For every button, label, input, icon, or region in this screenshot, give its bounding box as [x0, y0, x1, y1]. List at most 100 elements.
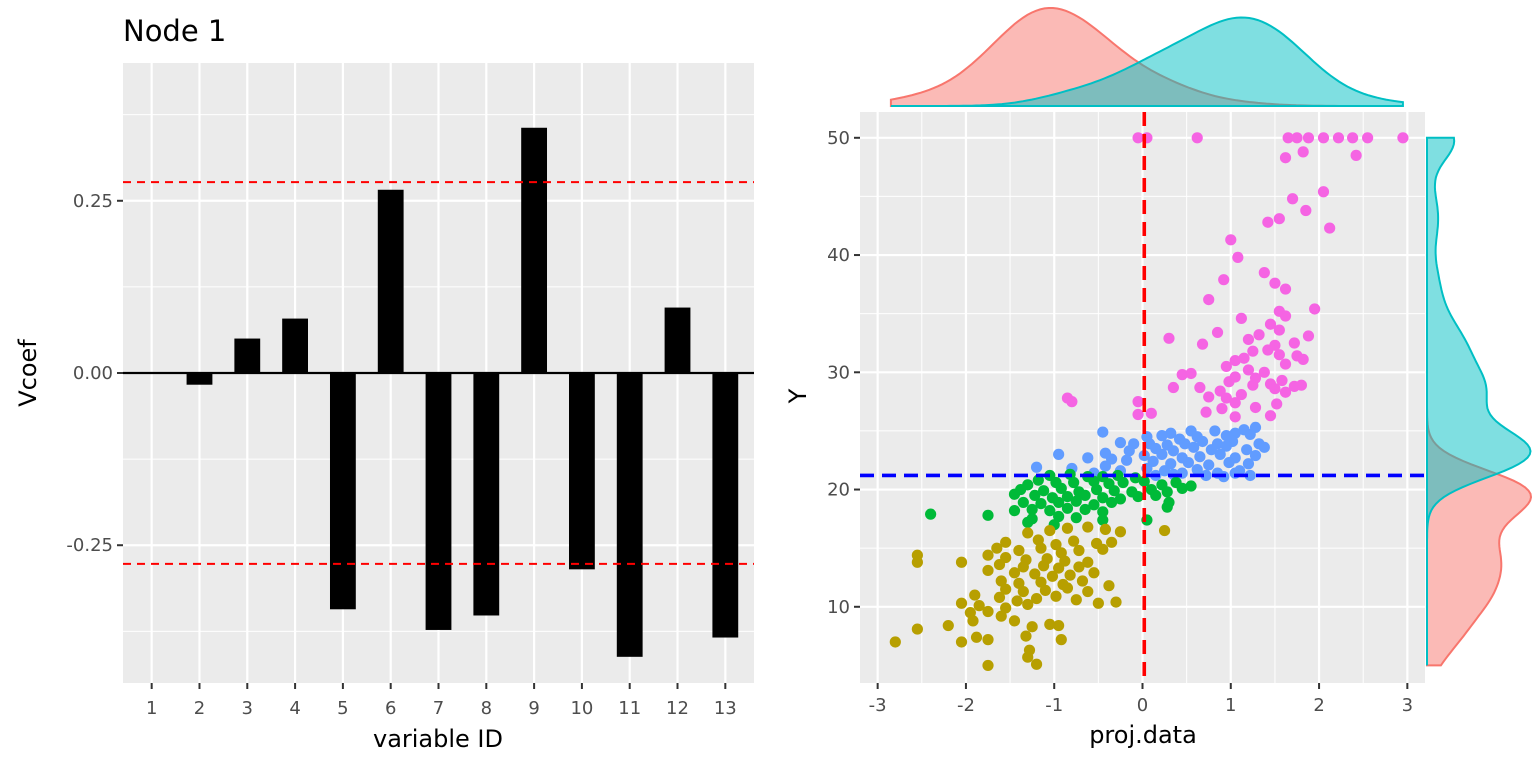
scatter-point — [1247, 379, 1259, 391]
scatter-point — [1279, 152, 1292, 164]
scatter-point — [1273, 213, 1285, 225]
scatter-point — [982, 564, 994, 577]
scatter-x-tick-label: 0 — [1137, 695, 1148, 716]
scatter-point — [1241, 444, 1253, 456]
scatter-point — [1079, 489, 1091, 502]
scatter-point — [1324, 222, 1336, 234]
scatter-point — [1132, 408, 1144, 421]
scatter-point — [1092, 597, 1104, 609]
scatter-point — [1038, 485, 1050, 497]
scatter-point — [1132, 490, 1144, 503]
bar-x-tick-label: 9 — [528, 698, 539, 719]
scatter-point — [1061, 582, 1074, 594]
scatter-point — [1214, 448, 1226, 460]
scatter-point — [1167, 445, 1179, 457]
scatter-point — [982, 659, 994, 672]
bar-x-tick-label: 12 — [666, 698, 689, 719]
scatter-point — [1211, 326, 1224, 339]
scatter-point — [1090, 483, 1103, 496]
scatter-point — [1161, 486, 1173, 498]
scatter-point — [1046, 570, 1059, 582]
scatter-point — [1191, 132, 1203, 144]
scatter-point — [1061, 502, 1074, 514]
scatter-point — [1150, 489, 1162, 502]
bar-x-tick-label: 8 — [481, 698, 492, 719]
scatter-point — [1297, 146, 1309, 158]
scatter-x-tick-label: 2 — [1313, 695, 1324, 716]
scatter-point — [995, 575, 1007, 587]
scatter-point — [1110, 596, 1122, 608]
marginal-y-density-curve-1 — [1426, 136, 1532, 666]
scatter-point — [1269, 277, 1281, 289]
scatter-x-tick-label: -2 — [957, 695, 975, 716]
scatter-point — [1258, 267, 1270, 279]
bar-reference-lines — [123, 181, 754, 565]
scatter-point — [1282, 132, 1294, 144]
scatter-point — [1013, 544, 1025, 557]
bar-y-tick-label: -0.25 — [66, 535, 113, 556]
scatter-point — [1185, 480, 1197, 492]
scatter-point — [1020, 630, 1032, 642]
scatter-point — [1082, 452, 1094, 464]
scatter-point — [1053, 448, 1065, 460]
scatter-point — [1309, 303, 1321, 315]
scatter-point — [1035, 498, 1047, 510]
scatter-point — [993, 558, 1006, 571]
bar-x-axis-ticks: 1 2 3 4 5 6 7 8 9 10 11 12 13 — [146, 683, 737, 719]
bar-y-axis-title: Vcoef — [14, 339, 42, 407]
scatter-point — [1249, 449, 1262, 462]
scatter-y-tick-label: 30 — [827, 362, 850, 383]
scatter-point — [1220, 392, 1232, 404]
bar-10 — [569, 373, 595, 570]
scatter-group-0 — [1061, 132, 1409, 423]
scatter-x-tick-label: 3 — [1402, 695, 1413, 716]
scatter-point — [1203, 293, 1215, 306]
scatter-point — [973, 600, 985, 612]
scatter-point — [1044, 618, 1056, 630]
scatter-point — [1008, 505, 1021, 517]
scatter-point — [1011, 595, 1023, 607]
marginal-x-density — [889, 7, 1404, 107]
scatter-point — [1194, 451, 1206, 463]
scatter-point — [1188, 441, 1200, 453]
bar-x-tick-label: 7 — [433, 698, 444, 719]
scatter-point — [1350, 149, 1362, 161]
scatter-point — [1165, 427, 1177, 439]
scatter-point — [1030, 592, 1043, 605]
scatter-point — [1108, 485, 1120, 497]
scatter-point — [1103, 580, 1115, 592]
scatter-point — [1035, 542, 1047, 554]
scatter-point — [1053, 510, 1065, 523]
scatter-point — [1269, 383, 1281, 395]
scatter-point — [1244, 469, 1256, 482]
scatter-point — [1053, 562, 1065, 574]
scatter-point — [1070, 495, 1082, 507]
scatter-point — [982, 634, 994, 646]
scatter-point — [1167, 381, 1179, 394]
scatter-point — [1097, 543, 1109, 555]
scatter-point — [1200, 406, 1212, 418]
scatter-point — [969, 589, 981, 601]
scatter-point — [1082, 556, 1094, 568]
scatter-point — [1097, 506, 1109, 518]
scatter-point — [1022, 651, 1034, 663]
scatter-point — [1235, 312, 1247, 324]
scatter-point — [1038, 560, 1050, 572]
scatter-point — [1291, 132, 1303, 144]
scatter-point — [1229, 411, 1241, 423]
scatter-point — [1073, 561, 1085, 573]
scatter-point — [1176, 369, 1188, 381]
scatter-point — [1026, 621, 1038, 633]
scatter-point — [1138, 475, 1150, 487]
scatter-point — [1017, 585, 1029, 598]
scatter-series — [889, 132, 1409, 672]
scatter-point — [970, 631, 983, 643]
scatter-group-1 — [1030, 421, 1270, 483]
scatter-point — [1013, 577, 1025, 589]
scatter-point — [1317, 186, 1330, 198]
bar-4 — [282, 318, 308, 373]
scatter-point — [1249, 401, 1262, 414]
scatter-point — [1053, 496, 1065, 509]
scatter-point — [1008, 567, 1021, 579]
